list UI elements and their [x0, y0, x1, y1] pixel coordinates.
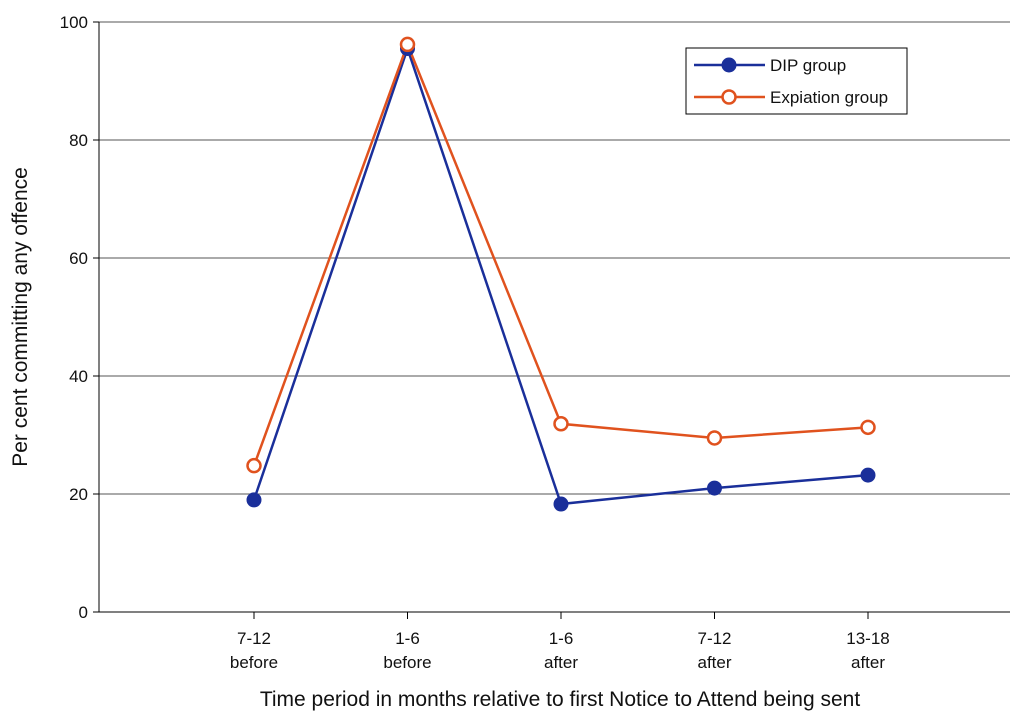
legend-label-expiation: Expiation group — [770, 88, 888, 107]
data-point-dip-group — [553, 496, 569, 512]
data-point-expiation-group — [706, 430, 723, 446]
data-point-expiation-group — [246, 457, 262, 474]
y-tick-label: 100 — [60, 13, 88, 32]
x-axis-title: Time period in months relative to first … — [260, 688, 861, 711]
y-tick-label: 40 — [69, 367, 88, 386]
x-tick-label: 7-12 — [697, 629, 731, 648]
legend-box — [685, 47, 908, 115]
legend: DIP group Expiation group — [685, 47, 908, 115]
x-tick-label: 1-6 — [395, 629, 420, 648]
y-tick-label: 20 — [69, 485, 88, 504]
x-tick-label: before — [383, 653, 431, 672]
y-tick-labels: 0 20 40 60 80 100 — [60, 13, 99, 622]
data-point-dip-group — [860, 467, 876, 483]
x-tick-label: 1-6 — [549, 629, 574, 648]
data-point-expiation-group — [553, 416, 569, 432]
x-tick-label: after — [697, 653, 731, 672]
x-tick-label: 13-18 — [846, 629, 889, 648]
y-tick-label: 60 — [69, 249, 88, 268]
legend-marker-dip — [721, 57, 737, 73]
data-point-expiation-group — [860, 419, 876, 436]
data-point-dip-group — [246, 492, 262, 508]
data-point-dip-group — [707, 480, 722, 496]
x-tick-label: after — [544, 653, 578, 672]
legend-label-dip: DIP group — [770, 56, 846, 75]
x-tick-label: before — [230, 653, 278, 672]
x-tick-labels: 7-12 before 1-6 before 1-6 after 7-12 after 13-1… — [230, 612, 890, 672]
y-axis-title: Per cent committing any offence — [9, 167, 32, 467]
y-tick-label: 0 — [79, 603, 88, 622]
x-tick-label: 7-12 — [237, 629, 271, 648]
series-line-dip-group — [252, 44, 869, 506]
x-tick-label: after — [851, 653, 885, 672]
gridlines — [99, 21, 1010, 495]
legend-marker-expiation — [721, 89, 737, 105]
y-tick-label: 80 — [69, 131, 88, 150]
data-point-expiation-group — [399, 36, 416, 53]
series-markers — [246, 36, 876, 512]
